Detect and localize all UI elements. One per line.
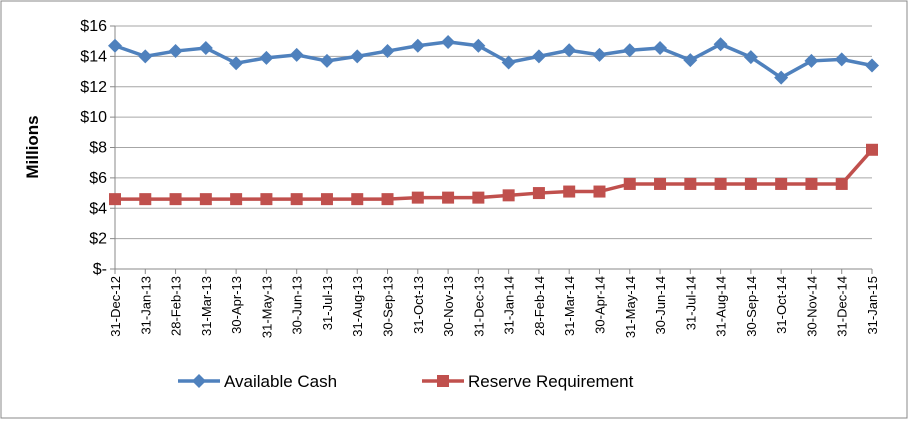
point <box>866 143 878 156</box>
legend-marker <box>437 375 449 387</box>
y-tick-label: $6 <box>89 170 107 187</box>
point <box>411 191 424 204</box>
point <box>381 193 394 206</box>
x-tick-label: 31-Dec-14 <box>835 276 850 337</box>
x-tick-label: 31-Oct-13 <box>411 276 426 334</box>
x-tick-label: 31-Mar-14 <box>562 276 577 336</box>
point <box>168 44 183 59</box>
y-tick-label: $16 <box>80 18 107 35</box>
point <box>502 189 515 202</box>
x-tick-label: 30-Nov-14 <box>804 276 819 337</box>
x-tick-label: 30-Jun-14 <box>653 276 668 335</box>
y-tick-label: $12 <box>80 79 107 96</box>
point <box>472 191 485 204</box>
legend-label: Reserve Requirement <box>468 372 634 391</box>
point <box>319 53 334 68</box>
legend-label: Available Cash <box>224 372 337 391</box>
point <box>683 53 698 68</box>
point <box>835 177 848 190</box>
point <box>351 193 364 206</box>
point <box>229 56 244 71</box>
point <box>501 55 516 70</box>
point <box>108 38 122 53</box>
x-tick-label: 31-May-13 <box>259 276 274 338</box>
point <box>442 191 455 204</box>
point <box>259 50 274 65</box>
point <box>139 193 152 206</box>
x-tick-label: 31-Jan-14 <box>502 276 517 335</box>
point <box>592 47 607 62</box>
point <box>441 34 456 49</box>
point <box>320 193 333 206</box>
y-tick-label: $2 <box>89 231 107 248</box>
point <box>684 177 697 190</box>
point <box>653 41 668 56</box>
x-tick-label: 30-Apr-14 <box>592 276 607 334</box>
x-tick-label: 31-Jul-14 <box>683 276 698 330</box>
point <box>744 177 757 190</box>
x-tick-label: 30-Sep-13 <box>381 276 396 337</box>
x-tick-label: 31-Aug-13 <box>350 276 365 337</box>
point <box>593 185 606 198</box>
point <box>743 50 758 65</box>
point <box>199 193 212 206</box>
point <box>562 43 577 58</box>
x-tick-label: 30-Apr-13 <box>229 276 244 334</box>
point <box>471 38 486 53</box>
point <box>804 53 819 68</box>
point <box>290 193 303 206</box>
point <box>834 52 849 67</box>
point <box>260 193 273 206</box>
x-tick-label: 31-Dec-13 <box>471 276 486 337</box>
point <box>622 43 637 58</box>
point <box>169 193 182 206</box>
point <box>713 37 728 52</box>
point <box>531 49 546 64</box>
point <box>532 187 545 200</box>
x-tick-label: 30-Jun-13 <box>290 276 305 335</box>
point <box>198 41 213 56</box>
point <box>230 193 243 206</box>
point <box>775 177 788 190</box>
point <box>138 49 153 64</box>
point <box>289 47 304 62</box>
x-tick-label: 30-Sep-14 <box>744 276 759 337</box>
point <box>774 70 789 85</box>
y-tick-label: $8 <box>89 140 107 157</box>
x-tick-label: 31-Mar-13 <box>199 276 214 336</box>
x-tick-label: 31-Dec-12 <box>108 276 123 337</box>
point <box>350 49 365 64</box>
y-tick-label: $14 <box>80 48 107 65</box>
point <box>410 38 425 53</box>
x-tick-label: 28-Feb-14 <box>532 276 547 336</box>
point <box>654 177 667 190</box>
point <box>865 58 879 73</box>
y-tick-label: $4 <box>89 200 107 217</box>
point <box>109 193 121 206</box>
y-tick-label: $10 <box>80 109 107 126</box>
x-tick-label: 30-Nov-13 <box>441 276 456 337</box>
y-axis-label: Millions <box>23 115 42 178</box>
legend-marker <box>192 374 206 388</box>
x-tick-label: 28-Feb-13 <box>169 276 184 336</box>
x-tick-label: 31-Jul-13 <box>320 276 335 330</box>
y-tick-label: $- <box>93 261 107 278</box>
point <box>623 177 636 190</box>
point <box>563 185 576 198</box>
point <box>380 44 395 59</box>
x-tick-label: 31-Jan-13 <box>138 276 153 335</box>
point <box>714 177 727 190</box>
point <box>805 177 818 190</box>
x-tick-label: 31-Oct-14 <box>774 276 789 334</box>
x-tick-label: 31-May-14 <box>623 276 638 338</box>
x-tick-label: 31-Jan-15 <box>865 276 880 335</box>
x-tick-label: 31-Aug-14 <box>714 276 729 337</box>
